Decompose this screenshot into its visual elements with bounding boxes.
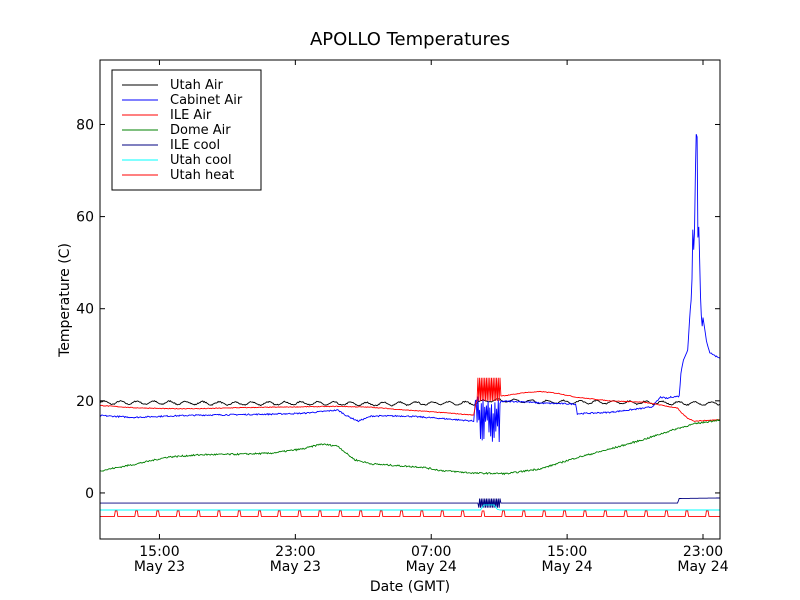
legend-label-cabinet-air: Cabinet Air: [170, 93, 243, 108]
legend-label-ile-cool: ILE cool: [170, 138, 220, 153]
series-line-ile-cool: [100, 497, 720, 508]
y-axis-label: Temperature (C): [57, 243, 73, 358]
x-tick-label-date: May 23: [134, 559, 185, 575]
y-tick-label: 60: [76, 210, 94, 226]
x-tick-label-date: May 24: [677, 559, 728, 575]
legend-label-dome-air: Dome Air: [170, 123, 231, 138]
x-axis-label: Date (GMT): [370, 579, 450, 595]
series-line-utah-air: [100, 398, 720, 407]
legend-label-utah-air: Utah Air: [170, 78, 223, 93]
x-tick-label-time: 15:00: [139, 544, 179, 560]
series-line-cabinet-air: [100, 134, 720, 443]
y-tick-label: 80: [76, 117, 94, 133]
series-line-ile-air: [100, 377, 720, 422]
y-tick-label: 40: [76, 302, 94, 318]
plot-frame: [99, 59, 721, 540]
legend-label-ile-air: ILE Air: [170, 108, 212, 123]
legend-label-utah-heat: Utah heat: [170, 168, 234, 183]
x-tick-label-time: 07:00: [411, 544, 451, 560]
series-line-dome-air: [100, 418, 720, 476]
y-tick-label: 20: [76, 394, 94, 410]
x-tick-label-date: May 24: [406, 559, 457, 575]
series-line-utah-heat: [100, 510, 720, 517]
legend-label-utah-cool: Utah cool: [170, 153, 232, 168]
x-tick-label-time: 15:00: [547, 544, 587, 560]
x-tick-label-time: 23:00: [275, 544, 315, 560]
chart-title: APOLLO Temperatures: [310, 29, 510, 50]
y-tick-label: 0: [85, 486, 94, 502]
x-tick-label-date: May 24: [542, 559, 593, 575]
x-tick-label-time: 23:00: [683, 544, 723, 560]
x-tick-label-date: May 23: [270, 559, 321, 575]
series-line-utah-cool: [100, 504, 720, 511]
